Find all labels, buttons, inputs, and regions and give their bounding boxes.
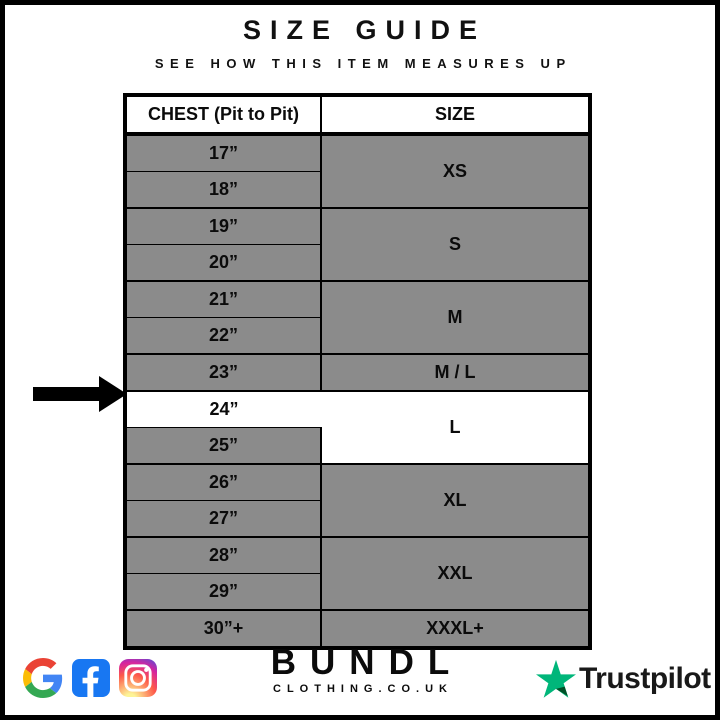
- chest-cell: 18”: [125, 171, 322, 208]
- table-row: 23” M / L: [125, 353, 590, 391]
- brand-domain: CLOTHING.CO.UK: [273, 683, 453, 695]
- brand-name: BUNDL: [270, 643, 464, 682]
- chest-cell: 23”: [125, 353, 322, 391]
- chest-cell-highlighted: 24”: [125, 390, 321, 428]
- chest-cell: 28”: [125, 536, 322, 574]
- chest-cell: 22”: [125, 317, 322, 354]
- table-header-row: CHEST (Pit to Pit) SIZE: [125, 95, 590, 136]
- size-cell: XL: [321, 463, 590, 537]
- table-row: 22”: [125, 317, 590, 354]
- table-row: 27”: [125, 500, 590, 537]
- table-row: 25”: [125, 427, 590, 464]
- table-row: 21” M: [125, 280, 590, 354]
- table-row: 26” XL: [125, 463, 590, 537]
- table-row: 20”: [125, 244, 590, 281]
- table-row: 28” XXL: [125, 536, 590, 610]
- trustpilot-star-icon: [536, 659, 576, 698]
- brand-logo: BUNDL CLOTHING.CO.UK: [0, 645, 720, 695]
- size-cell: XXL: [321, 536, 590, 610]
- chest-cell: 29”: [125, 573, 322, 610]
- google-icon[interactable]: [23, 658, 63, 698]
- chest-cell: 19”: [125, 207, 322, 245]
- size-column-header: SIZE: [321, 95, 590, 136]
- size-cell: M: [321, 280, 590, 354]
- table-row: 29”: [125, 573, 590, 610]
- table-row-highlighted: 24” L: [125, 390, 590, 464]
- trustpilot-label: Trustpilot: [579, 662, 711, 695]
- size-cell: S: [321, 207, 590, 281]
- chest-cell: 21”: [125, 280, 322, 318]
- chest-cell: 30”+: [125, 609, 322, 648]
- chest-cell: 20”: [125, 244, 322, 281]
- trustpilot-logo[interactable]: Trustpilot: [536, 659, 711, 699]
- table-row: 19” S: [125, 207, 590, 281]
- table-row: 30”+ XXXL+: [125, 609, 590, 648]
- social-icons: [23, 658, 157, 698]
- chest-cell: 26”: [125, 463, 322, 501]
- chest-cell: 27”: [125, 500, 322, 537]
- facebook-icon[interactable]: [72, 659, 110, 697]
- chest-column-header: CHEST (Pit to Pit): [125, 95, 322, 136]
- page-subtitle: SEE HOW THIS ITEM MEASURES UP: [154, 56, 572, 71]
- page-title: SIZE GUIDE: [242, 15, 487, 45]
- table-row: 18”: [125, 171, 590, 208]
- chest-cell: 17”: [125, 133, 322, 172]
- current-size-arrow-icon: [33, 376, 127, 412]
- size-cell: M / L: [321, 353, 590, 391]
- table-row: 17” XS: [125, 133, 590, 208]
- size-cell: XS: [321, 133, 590, 208]
- instagram-icon[interactable]: [119, 659, 157, 697]
- chest-cell: 25”: [125, 427, 322, 464]
- size-cell: XXXL+: [321, 609, 590, 648]
- size-cell-highlighted: L: [321, 390, 590, 464]
- size-table: CHEST (Pit to Pit) SIZE 17” XS 18” 19” S…: [123, 93, 592, 650]
